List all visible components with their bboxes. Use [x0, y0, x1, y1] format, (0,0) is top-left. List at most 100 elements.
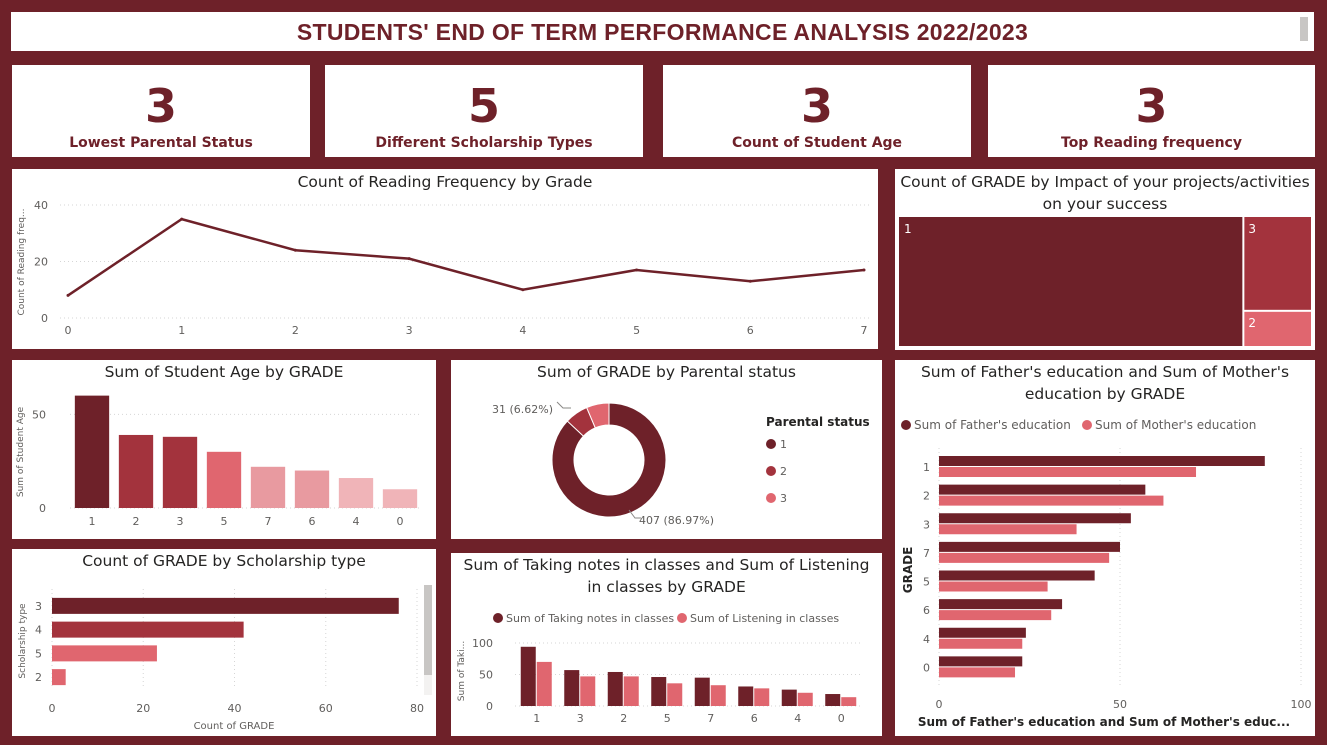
x-tick-label: 0	[936, 698, 943, 711]
legend-label: Sum of Listening in classes	[690, 612, 839, 625]
legend-label: 2	[780, 465, 787, 478]
chart-title: Count of GRADE by Impact of your project…	[900, 173, 1310, 213]
pie-slice	[586, 402, 610, 429]
data-label: 407 (86.97%)	[639, 514, 714, 527]
scholarship-type-chart[interactable]: Count of GRADE by Scholarship type 0 20 40…	[12, 549, 436, 736]
x-tick-label: 3	[406, 324, 413, 337]
reading-frequency-chart[interactable]: Count of Reading Frequency by Grade 0 20 4…	[12, 169, 878, 349]
bar	[250, 466, 286, 508]
parental-status-plot: 31 (6.62%) 407 (86.97%) Parental status 1 2 3	[492, 401, 870, 527]
y-tick-label: 40	[34, 199, 48, 212]
x-tick-label: 0	[397, 515, 404, 528]
bar	[607, 671, 623, 706]
y-axis-label: Sum of Student Age	[16, 406, 26, 497]
treemap-tile	[899, 217, 1243, 346]
parents-education-chart[interactable]: Sum of Father's education and Sum of Mot…	[895, 360, 1315, 736]
kpi-label: Count of Student Age	[731, 135, 903, 151]
legend-marker	[677, 613, 687, 623]
y-tick-label: 0	[41, 312, 48, 325]
legend-label: Sum of Mother's education	[1095, 418, 1256, 432]
bar	[694, 677, 710, 706]
chart-title: Sum of Taking notes in classes and Sum o…	[463, 556, 870, 596]
bar	[667, 683, 683, 706]
data-point	[862, 268, 866, 272]
chart-title: Sum of Father's education and Sum of Mot…	[920, 363, 1290, 403]
y-axis-label: Count of Reading freq...	[17, 208, 27, 315]
bar	[520, 646, 536, 706]
bar	[939, 456, 1265, 466]
y-tick-label: 100	[472, 637, 493, 650]
series-line	[67, 217, 865, 297]
x-tick-label: 20	[136, 702, 150, 715]
bar	[939, 552, 1110, 563]
x-tick-label: 60	[319, 702, 333, 715]
x-tick-label: 4	[519, 324, 526, 337]
x-tick-label: 3	[577, 712, 584, 725]
x-tick-label: 0	[65, 324, 72, 337]
notes-listening-chart[interactable]: Sum of Taking notes in classes and Sum o…	[451, 553, 882, 736]
impact-treemap-chart[interactable]: Count of GRADE by Impact of your project…	[895, 169, 1315, 350]
bar	[74, 395, 110, 508]
notes-listening-plot: 0 50 100 1 3 2 5 7 6 4 0 Sum of Taking notes in cla…	[457, 612, 863, 725]
x-tick-label: 0	[838, 712, 845, 725]
student-age-chart[interactable]: Sum of Student Age by GRADE 0 50 1 2 3 5 7 6 4 0 S…	[12, 360, 436, 539]
bar	[52, 621, 244, 638]
y-tick-label: 20	[34, 256, 48, 269]
treemap-label: 2	[1248, 316, 1256, 330]
data-point	[66, 293, 70, 297]
parents-education-plot: 0 50 100 1 2 3 7 5 6 4 0 Sum of Father's education S…	[901, 418, 1312, 729]
title-bar: STUDENTS' END OF TERM PERFORMANCE ANALYS…	[11, 12, 1314, 51]
page-title: STUDENTS' END OF TERM PERFORMANCE ANALYS…	[296, 19, 1029, 45]
legend-label: Sum of Taking notes in classes	[506, 612, 674, 625]
y-tick-label: 50	[32, 408, 46, 421]
bar	[754, 688, 770, 706]
legend-marker	[493, 613, 503, 623]
kpi-card-student-age: 3 Count of Student Age	[663, 65, 971, 157]
y-tick-label: 0	[923, 661, 930, 674]
x-tick-label: 4	[794, 712, 801, 725]
kpi-card-reading-frequency: 3 Top Reading frequency	[988, 65, 1315, 157]
x-tick-label: 5	[221, 515, 228, 528]
x-tick-label: 100	[1291, 698, 1312, 711]
x-tick-label: 40	[228, 702, 242, 715]
kpi-label: Top Reading frequency	[1061, 135, 1242, 151]
x-tick-label: 2	[620, 712, 627, 725]
bar	[536, 661, 552, 706]
x-tick-label: 5	[664, 712, 671, 725]
data-point	[180, 217, 184, 221]
y-tick-label: 0	[486, 700, 493, 713]
legend-marker	[766, 466, 776, 476]
legend-title: Parental status	[766, 415, 870, 429]
bar	[338, 478, 374, 508]
bar	[939, 467, 1197, 477]
bar	[52, 645, 157, 662]
y-tick-label: 4	[35, 624, 42, 637]
y-tick-label: 0	[39, 502, 46, 515]
data-point	[635, 268, 639, 272]
bar	[651, 677, 667, 706]
scrollbar-thumb[interactable]	[1300, 17, 1308, 41]
bar	[162, 436, 198, 508]
kpi-value: 3	[1135, 79, 1168, 133]
bar	[623, 676, 639, 706]
kpi-value: 3	[144, 79, 177, 133]
y-tick-label: 4	[923, 633, 930, 646]
data-point	[748, 279, 752, 283]
legend-label: Sum of Father's education	[914, 418, 1071, 432]
pie-slice	[551, 402, 667, 518]
y-tick-label: 7	[923, 547, 930, 560]
chart-title: Count of Reading Frequency by Grade	[297, 173, 593, 191]
y-axis-label: GRADE	[901, 547, 915, 594]
scholarship-type-plot: 0 20 40 60 80 3 4 5 2 Count of GRADE Scholarship t…	[18, 585, 432, 732]
bar	[939, 484, 1146, 495]
x-tick-label: 2	[133, 515, 140, 528]
parental-status-chart[interactable]: Sum of GRADE by Parental status 31 (6.62…	[451, 360, 882, 539]
kpi-label: Different Scholarship Types	[375, 135, 593, 151]
student-age-plot: 0 50 1 2 3 5 7 6 4 0 Sum of Student Age	[16, 395, 422, 528]
x-axis-label: Count of GRADE	[194, 721, 275, 732]
chart-title: Sum of Student Age by GRADE	[104, 363, 344, 381]
x-tick-label: 7	[707, 712, 714, 725]
bar	[939, 610, 1052, 621]
bar	[939, 638, 1023, 649]
legend-marker	[766, 439, 776, 449]
